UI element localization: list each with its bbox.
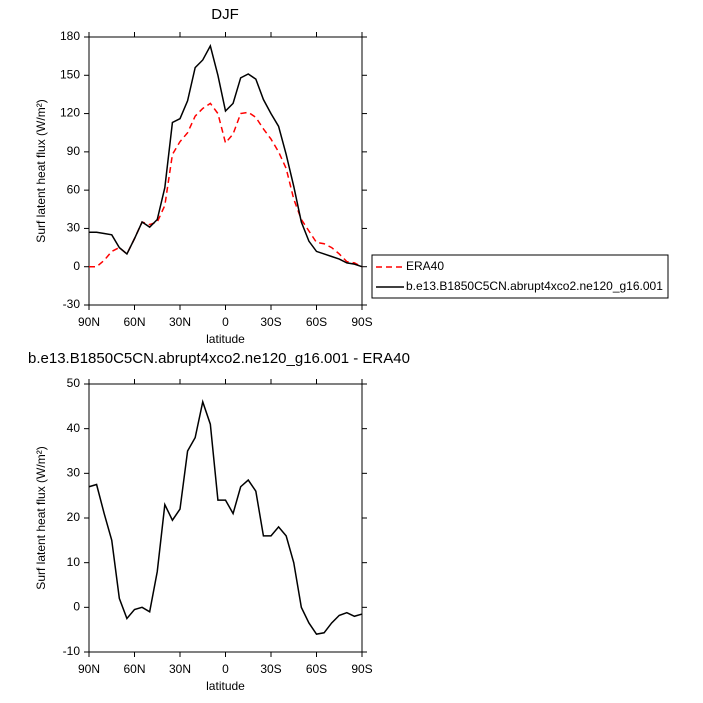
plot-frame [88, 383, 363, 653]
y-tick-label: 180 [60, 29, 80, 43]
x-tick-label: 0 [222, 662, 229, 676]
y-tick-label: 10 [67, 555, 81, 569]
x-tick-label: 60S [306, 315, 327, 329]
y-tick-label: -30 [63, 297, 81, 311]
chart-title: DJF [211, 6, 239, 23]
y-tick-label: 30 [67, 466, 81, 480]
x-tick-label: 90N [78, 662, 100, 676]
x-tick-label: 90N [78, 315, 100, 329]
data-line [88, 399, 363, 635]
x-tick-label: 90S [351, 315, 372, 329]
y-tick-label: 150 [60, 67, 80, 81]
plot-frame [88, 36, 363, 306]
x-axis-label: latitude [206, 679, 245, 693]
x-tick-label: 30N [169, 315, 191, 329]
x-tick-label: 0 [222, 315, 229, 329]
y-axis-label: Surf latent heat flux (W/m²) [34, 446, 48, 589]
y-axis-label: Surf latent heat flux (W/m²) [34, 99, 48, 242]
legend-label: ERA40 [406, 259, 444, 273]
x-tick-label: 30S [260, 662, 281, 676]
y-tick-label: 120 [60, 106, 80, 120]
legend-box [371, 254, 669, 299]
y-tick-label: 0 [73, 259, 80, 273]
x-tick-label: 30N [169, 662, 191, 676]
x-tick-label: 90S [351, 662, 372, 676]
y-tick-label: 0 [73, 600, 80, 614]
y-tick-label: 20 [67, 510, 81, 524]
legend-label: b.e13.B1850C5CN.abrupt4xco2.ne120_g16.00… [406, 279, 663, 293]
y-tick-label: 90 [67, 144, 81, 158]
y-tick-label: 40 [67, 421, 81, 435]
y-tick-label: -10 [63, 644, 81, 658]
data-line [89, 43, 363, 268]
y-tick-label: 50 [67, 376, 81, 390]
x-tick-label: 60N [123, 315, 145, 329]
y-tick-label: 60 [67, 182, 81, 196]
x-tick-label: 30S [260, 315, 281, 329]
x-tick-label: 60S [306, 662, 327, 676]
x-tick-label: 60N [123, 662, 145, 676]
y-tick-label: 30 [67, 221, 81, 235]
chart-title: b.e13.B1850C5CN.abrupt4xco2.ne120_g16.00… [28, 350, 410, 367]
x-axis-label: latitude [206, 332, 245, 346]
data-line [89, 102, 363, 268]
